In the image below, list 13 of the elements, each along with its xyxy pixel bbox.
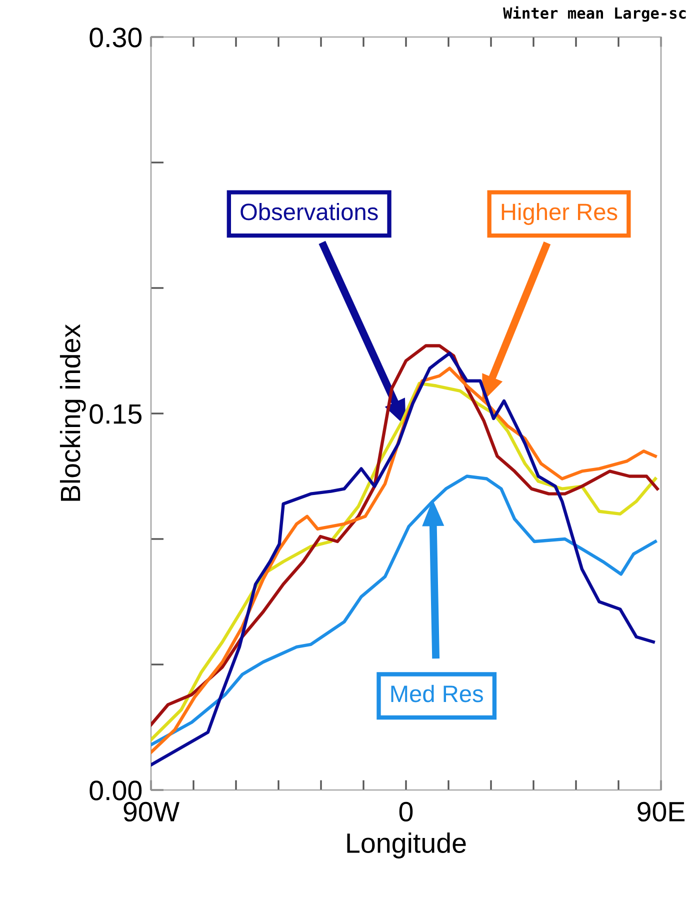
x-tick-label: 90W [124,802,180,822]
x-axis-title: Longitude [347,832,466,858]
text: Observations [240,202,378,220]
y-tick-label: 0.30 [90,28,142,48]
text: Higher Res [502,202,618,225]
chart-title: Winter mean Large-sc [503,6,686,22]
line-series [151,474,657,746]
y-axis-title: Blocking index [60,324,86,501]
y-tick-label: 0.00 [90,780,142,800]
x-tick-label: 0 [399,802,413,822]
y-tick-label: 0.15 [90,404,142,424]
text: Med Res [391,684,483,702]
x-tick-label: 90E [638,802,685,822]
